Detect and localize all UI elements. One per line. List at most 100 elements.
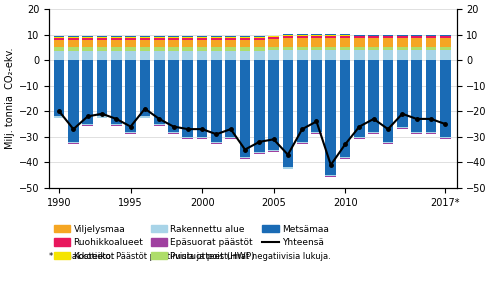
Bar (354, 60, 365, 137)
Bar (282, 168, 293, 169)
Bar (154, 47, 164, 51)
Bar (282, 35, 293, 36)
Bar (154, 60, 164, 124)
Bar (326, 34, 336, 35)
Bar (440, 51, 451, 60)
Bar (183, 138, 193, 139)
Bar (225, 51, 236, 60)
Bar (54, 116, 64, 118)
Bar (211, 36, 222, 37)
Bar (111, 37, 122, 38)
Bar (125, 60, 136, 132)
Bar (354, 47, 365, 51)
Bar (354, 36, 365, 38)
Bar (97, 36, 108, 37)
Bar (397, 51, 408, 60)
Bar (297, 142, 307, 143)
Bar (197, 37, 208, 38)
Bar (197, 137, 208, 138)
Bar (368, 38, 379, 47)
Legend: Viljelysmaa, Ruohikkoalueet, Kosteikot, Rakennettu alue, Epäsuorat päästöt, Puut: Viljelysmaa, Ruohikkoalueet, Kosteikot, … (54, 225, 329, 261)
Bar (297, 34, 307, 35)
Bar (254, 153, 265, 154)
Bar (54, 38, 64, 40)
Bar (311, 132, 322, 133)
Bar (125, 38, 136, 40)
Bar (326, 176, 336, 177)
Bar (68, 40, 79, 47)
Bar (426, 36, 436, 38)
Bar (311, 38, 322, 47)
Bar (211, 143, 222, 144)
Text: * Ennakkotieto. Päästöt positiivisia ja poistumat negatiivisia lukuja.: * Ennakkotieto. Päästöt positiivisia ja … (49, 252, 331, 261)
Bar (111, 36, 122, 37)
Bar (311, 133, 322, 134)
Bar (297, 47, 307, 51)
Bar (225, 138, 236, 139)
Bar (54, 60, 64, 116)
Bar (354, 35, 365, 36)
Bar (382, 51, 393, 60)
Bar (397, 35, 408, 36)
Bar (382, 38, 393, 47)
Bar (97, 116, 108, 118)
Bar (97, 47, 108, 51)
Bar (240, 40, 250, 47)
Bar (125, 40, 136, 47)
Bar (68, 36, 79, 37)
Bar (426, 38, 436, 47)
Bar (326, 51, 336, 60)
Bar (97, 37, 108, 38)
Bar (411, 47, 422, 51)
Bar (82, 37, 93, 38)
Bar (311, 34, 322, 35)
Bar (139, 60, 150, 116)
Bar (382, 36, 393, 38)
Bar (426, 47, 436, 51)
Bar (225, 137, 236, 138)
Bar (240, 36, 250, 37)
Bar (411, 36, 422, 38)
Bar (240, 158, 250, 159)
Bar (326, 47, 336, 51)
Bar (211, 51, 222, 60)
Bar (97, 40, 108, 47)
Bar (340, 34, 351, 35)
Bar (183, 60, 193, 137)
Bar (254, 60, 265, 152)
Bar (340, 38, 351, 47)
Bar (154, 124, 164, 125)
Bar (154, 51, 164, 60)
Bar (411, 132, 422, 133)
Bar (382, 60, 393, 142)
Bar (225, 37, 236, 38)
Bar (139, 37, 150, 38)
Bar (154, 125, 164, 126)
Bar (68, 38, 79, 40)
Bar (397, 38, 408, 47)
Bar (54, 40, 64, 47)
Bar (311, 51, 322, 60)
Bar (68, 142, 79, 143)
Bar (254, 47, 265, 51)
Bar (183, 47, 193, 51)
Bar (211, 60, 222, 142)
Bar (139, 51, 150, 60)
Bar (111, 51, 122, 60)
Bar (340, 51, 351, 60)
Bar (382, 47, 393, 51)
Bar (139, 40, 150, 47)
Bar (211, 37, 222, 38)
Bar (411, 38, 422, 47)
Bar (426, 132, 436, 133)
Bar (97, 38, 108, 40)
Bar (268, 39, 279, 47)
Bar (197, 60, 208, 137)
Bar (440, 47, 451, 51)
Bar (268, 51, 279, 60)
Bar (254, 36, 265, 37)
Bar (354, 38, 365, 47)
Bar (411, 35, 422, 36)
Bar (411, 60, 422, 132)
Bar (368, 132, 379, 133)
